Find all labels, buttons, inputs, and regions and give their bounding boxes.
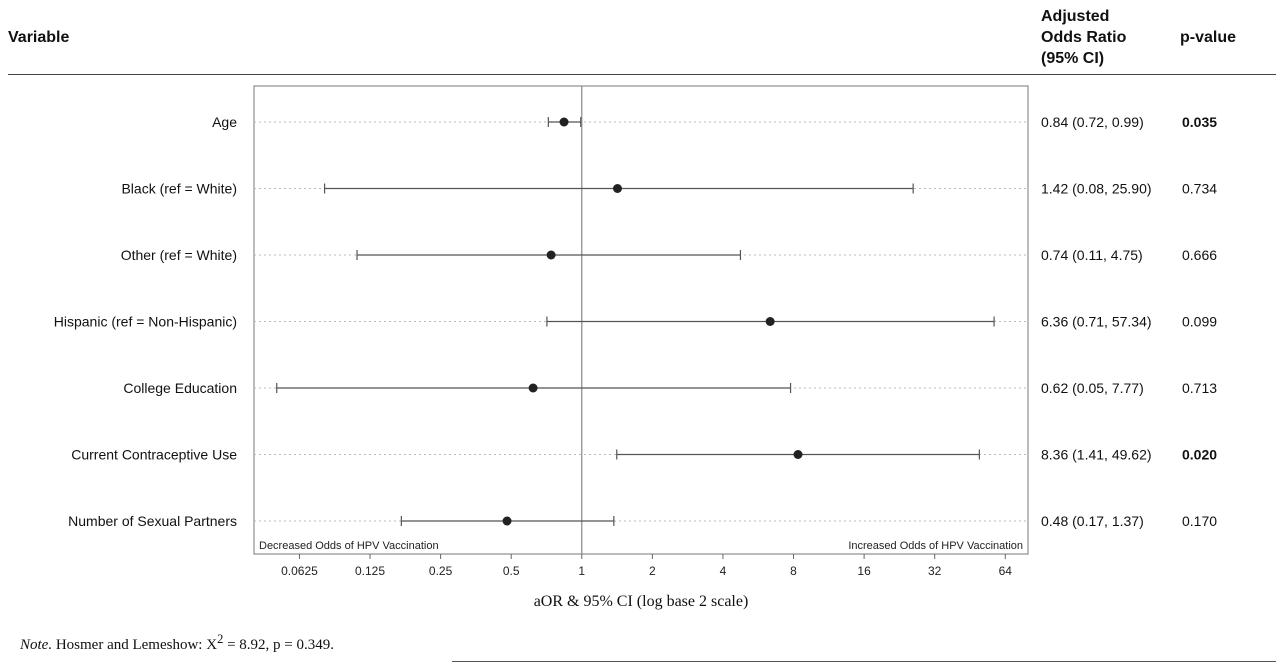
row-label: Hispanic (ref = Non-Hispanic) (54, 314, 237, 330)
p-value: 0.666 (1182, 247, 1217, 263)
note-text-after: = 8.92, p = 0.349. (223, 637, 334, 653)
row-label: Current Contraceptive Use (71, 447, 237, 463)
aor-ci-value: 1.42 (0.08, 25.90) (1041, 181, 1152, 197)
aor-header-line-3: (95% CI) (1041, 50, 1105, 67)
header-rule (8, 74, 1276, 75)
x-tick-label: 2 (649, 564, 656, 578)
aor-header-line-2: Odds Ratio (1041, 29, 1127, 46)
aor-ci-value: 0.84 (0.72, 0.99) (1041, 114, 1144, 130)
aor-ci-value: 0.48 (0.17, 1.37) (1041, 513, 1144, 529)
x-tick-label: 32 (928, 564, 942, 578)
aor-ci-value: 8.36 (1.41, 49.62) (1041, 447, 1152, 463)
row-label: Number of Sexual Partners (68, 513, 237, 529)
point-estimate (793, 450, 803, 459)
row-label: Other (ref = White) (121, 247, 237, 263)
p-value: 0.734 (1182, 181, 1217, 197)
note-label: Note. (20, 637, 53, 653)
point-estimate (546, 250, 556, 260)
point-estimate (559, 117, 569, 127)
x-tick-label: 0.25 (429, 564, 453, 578)
row-label: Black (ref = White) (121, 181, 237, 197)
right-annotation: Increased Odds of HPV Vaccination (848, 540, 1023, 552)
aor-ci-value: 0.74 (0.11, 4.75) (1041, 247, 1143, 263)
p-value: 0.713 (1182, 380, 1217, 396)
x-tick-label: 16 (857, 564, 871, 578)
point-estimate (765, 317, 775, 326)
x-tick-label: 4 (720, 564, 727, 578)
note-text-before: Hosmer and Lemeshow: X (52, 637, 218, 653)
forest-plot: Age 0.84 (0.72, 0.99) 0.035 Black (ref = Wh… (54, 85, 1217, 610)
x-axis-label: aOR & 95% CI (log base 2 scale) (534, 593, 749, 610)
x-tick-label: 0.125 (355, 564, 385, 578)
point-estimate (528, 383, 538, 393)
point-estimate (612, 184, 622, 193)
row-label: Age (212, 114, 237, 130)
note-superscript: 2 (217, 632, 224, 646)
p-value: 0.035 (1182, 114, 1217, 130)
x-tick-label: 1 (578, 564, 585, 578)
row-label: College Education (123, 380, 237, 396)
aor-ci-value: 6.36 (0.71, 57.34) (1041, 314, 1152, 330)
x-tick-label: 64 (999, 564, 1013, 578)
bottom-rule (452, 661, 1276, 662)
x-tick-label: 0.0625 (281, 564, 318, 578)
aor-column-header: Adjusted Odds Ratio (95% CI) (1041, 6, 1181, 69)
p-value: 0.170 (1182, 513, 1217, 529)
p-value: 0.099 (1182, 314, 1217, 330)
variable-column-header: Variable (8, 29, 70, 46)
aor-ci-value: 0.62 (0.05, 7.77) (1041, 380, 1144, 396)
p-value: 0.020 (1182, 447, 1217, 463)
left-annotation: Decreased Odds of HPV Vaccination (259, 540, 439, 552)
plot-frame (253, 85, 1029, 555)
pvalue-column-header: p-value (1180, 29, 1237, 46)
aor-header-line-1: Adjusted (1041, 8, 1110, 25)
point-estimate (502, 516, 512, 526)
x-tick-label: 8 (790, 564, 797, 578)
model-fit-note: Note. Hosmer and Lemeshow: X2 = 8.92, p … (20, 632, 334, 654)
x-tick-label: 0.5 (503, 564, 520, 578)
